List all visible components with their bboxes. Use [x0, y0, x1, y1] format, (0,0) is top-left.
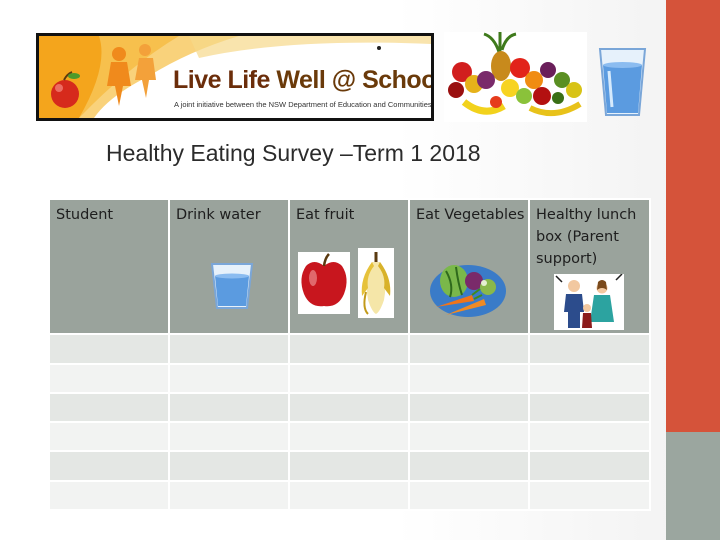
water-glass-icon [210, 263, 254, 309]
table-cell[interactable] [528, 479, 651, 512]
table-cell[interactable] [168, 450, 290, 482]
table-cell[interactable] [48, 450, 170, 482]
table-cell[interactable] [168, 421, 290, 453]
table-cell[interactable] [168, 391, 290, 424]
table-row [48, 391, 651, 424]
header-label: Eat Vegetables [416, 207, 525, 223]
table-cell[interactable] [528, 391, 651, 424]
banner-title: Live Life Well @ School [173, 66, 434, 95]
table-cell[interactable] [168, 362, 290, 394]
header-label: Student [56, 207, 114, 223]
header-cell-eat-fruit: Eat fruit [288, 197, 410, 336]
table-cell[interactable] [288, 362, 410, 394]
water-glass-icon [598, 48, 647, 116]
apple-banana-icon [298, 248, 394, 318]
header-cell-drink-water: Drink water [168, 197, 290, 336]
table-row [48, 362, 651, 394]
table-row [48, 479, 651, 512]
table-cell[interactable] [168, 333, 290, 365]
family-icon [554, 274, 624, 330]
banner-tagline: A joint initiative between the NSW Depar… [174, 100, 432, 109]
survey-title: Healthy Eating Survey –Term 1 2018 [106, 140, 481, 166]
table-cell[interactable] [48, 362, 170, 394]
table-cell[interactable] [288, 421, 410, 453]
table-cell[interactable] [288, 391, 410, 424]
banner-title-rest: Well @ School [276, 66, 434, 94]
table-cell[interactable] [528, 450, 651, 482]
table-cell[interactable] [408, 391, 530, 424]
table-row [48, 421, 651, 453]
table-cell[interactable] [288, 450, 410, 482]
header-cell-student: Student [48, 197, 170, 336]
banner-swoosh-icon [39, 36, 431, 118]
table-cell[interactable] [288, 479, 410, 512]
table-cell[interactable] [408, 479, 530, 512]
header-cell-healthy-lunch-box: Healthy lunch box (Parent support) [528, 197, 651, 336]
table-row [48, 333, 651, 365]
table-cell[interactable] [528, 333, 651, 365]
table-header-row: Student Drink water Eat fruit [48, 197, 651, 336]
table-cell[interactable] [288, 333, 410, 365]
header-label: Eat fruit [296, 207, 355, 223]
fruit-and-vegetables-icon [444, 32, 587, 122]
table-cell[interactable] [408, 333, 530, 365]
table-cell[interactable] [408, 450, 530, 482]
side-accent-red [666, 0, 720, 432]
table-cell[interactable] [168, 479, 290, 512]
table-cell[interactable] [408, 362, 530, 394]
table-cell[interactable] [408, 421, 530, 453]
table-cell[interactable] [48, 333, 170, 365]
table-cell[interactable] [48, 479, 170, 512]
table-row [48, 450, 651, 482]
table-cell[interactable] [48, 421, 170, 453]
table-cell[interactable] [48, 391, 170, 424]
survey-table: Student Drink water Eat fruit [48, 197, 651, 512]
vegetables-icon [430, 265, 506, 317]
live-life-well-banner: Live Life Well @ School A joint initiati… [36, 33, 434, 121]
header-label: Drink water [176, 207, 261, 223]
table-cell[interactable] [528, 362, 651, 394]
header-cell-eat-vegetables: Eat Vegetables [408, 197, 530, 336]
header-label: Healthy lunch box (Parent support) [536, 207, 637, 267]
banner-title-live: Live Life [173, 66, 277, 94]
table-cell[interactable] [528, 421, 651, 453]
side-accent-gray [666, 432, 720, 540]
